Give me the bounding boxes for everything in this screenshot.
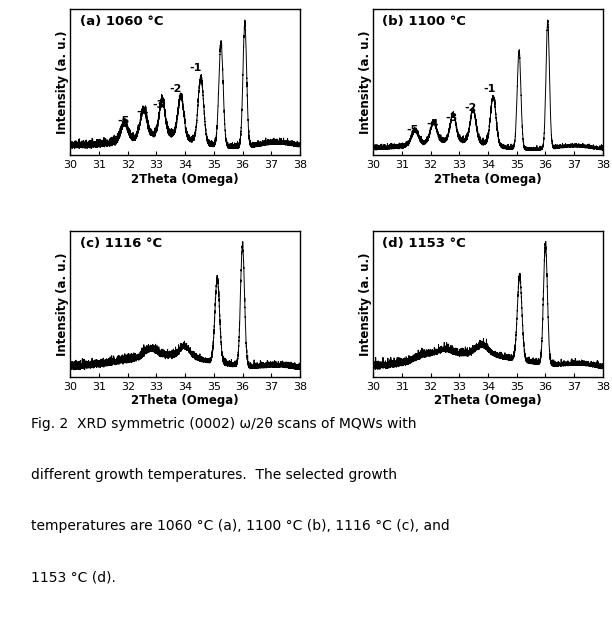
Text: -2: -2 <box>170 84 182 94</box>
Y-axis label: Intensity (a. u.): Intensity (a. u.) <box>56 31 69 134</box>
Text: -2: -2 <box>464 103 477 113</box>
Text: -5: -5 <box>407 125 419 134</box>
Text: -3: -3 <box>445 113 458 122</box>
Text: -3: -3 <box>152 100 165 110</box>
Text: (d) 1153 °C: (d) 1153 °C <box>382 237 466 250</box>
Text: different growth temperatures.  The selected growth: different growth temperatures. The selec… <box>31 468 397 482</box>
Text: -1: -1 <box>483 84 496 94</box>
Y-axis label: Intensity (a. u.): Intensity (a. u.) <box>359 252 372 355</box>
Text: -5: -5 <box>118 116 130 126</box>
Text: Fig. 2  XRD symmetric (0002) ω/2θ scans of MQWs with: Fig. 2 XRD symmetric (0002) ω/2θ scans o… <box>31 417 416 431</box>
Text: temperatures are 1060 °C (a), 1100 °C (b), 1116 °C (c), and: temperatures are 1060 °C (a), 1100 °C (b… <box>31 519 449 533</box>
Y-axis label: Intensity (a. u.): Intensity (a. u.) <box>56 252 69 355</box>
Text: -1: -1 <box>190 63 202 73</box>
X-axis label: 2Theta (Omega): 2Theta (Omega) <box>132 173 239 186</box>
Y-axis label: Intensity (a. u.): Intensity (a. u.) <box>359 31 372 134</box>
Text: (b) 1100 °C: (b) 1100 °C <box>382 15 466 28</box>
X-axis label: 2Theta (Omega): 2Theta (Omega) <box>435 173 542 186</box>
X-axis label: 2Theta (Omega): 2Theta (Omega) <box>435 394 542 408</box>
Text: (c) 1116 °C: (c) 1116 °C <box>80 237 162 250</box>
X-axis label: 2Theta (Omega): 2Theta (Omega) <box>132 394 239 408</box>
Text: 1153 °C (d).: 1153 °C (d). <box>31 571 116 585</box>
Text: -4: -4 <box>136 107 149 117</box>
Text: -4: -4 <box>426 119 439 129</box>
Text: (a) 1060 °C: (a) 1060 °C <box>80 15 163 28</box>
